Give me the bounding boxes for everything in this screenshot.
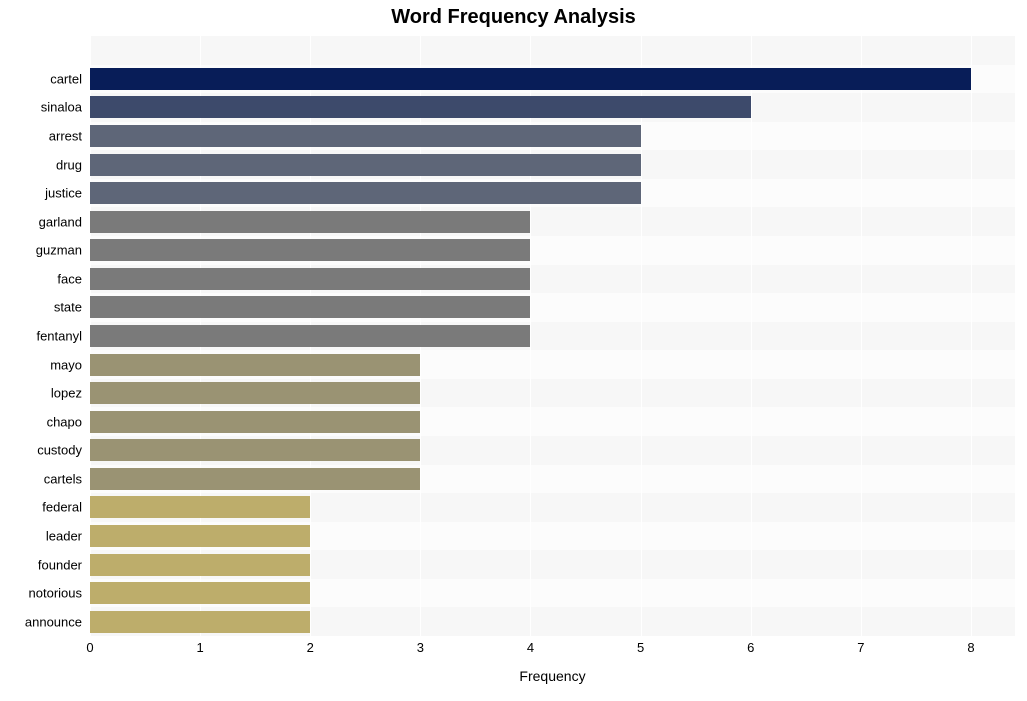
bar: [90, 239, 530, 261]
chart-container: Word Frequency Analysis cartel sinaloa arr…: [0, 0, 1027, 701]
x-axis-title: Frequency: [90, 668, 1015, 684]
bar: [90, 154, 641, 176]
bar: [90, 468, 420, 490]
grid-line: [861, 36, 862, 636]
row-band: [90, 36, 1015, 65]
y-tick-label: announce: [25, 614, 82, 629]
y-tick-label: cartels: [44, 471, 82, 486]
bar: [90, 525, 310, 547]
grid-line: [971, 36, 972, 636]
x-tick-label: 6: [747, 640, 754, 655]
bar: [90, 354, 420, 376]
y-tick-label: custody: [37, 443, 82, 458]
x-tick-label: 1: [196, 640, 203, 655]
y-tick-label: face: [57, 271, 82, 286]
bar: [90, 496, 310, 518]
bar: [90, 582, 310, 604]
y-tick-label: justice: [45, 186, 82, 201]
y-tick-label: mayo: [50, 357, 82, 372]
x-tick-label: 3: [417, 640, 424, 655]
bar: [90, 211, 530, 233]
x-tick-label: 5: [637, 640, 644, 655]
y-tick-label: fentanyl: [36, 329, 82, 344]
y-tick-label: cartel: [50, 71, 82, 86]
y-tick-label: notorious: [29, 586, 82, 601]
y-tick-label: guzman: [36, 243, 82, 258]
y-tick-label: lopez: [51, 386, 82, 401]
x-tick-label: 0: [86, 640, 93, 655]
x-tick-label: 8: [967, 640, 974, 655]
y-tick-label: founder: [38, 557, 82, 572]
bar: [90, 182, 641, 204]
x-axis-ticks: 012345678: [90, 636, 1015, 660]
y-tick-label: leader: [46, 529, 82, 544]
x-tick-label: 7: [857, 640, 864, 655]
bar: [90, 382, 420, 404]
y-tick-label: garland: [39, 214, 82, 229]
y-tick-label: drug: [56, 157, 82, 172]
bar: [90, 611, 310, 633]
grid-line: [641, 36, 642, 636]
bar: [90, 268, 530, 290]
bar: [90, 325, 530, 347]
bar: [90, 68, 971, 90]
bar: [90, 296, 530, 318]
y-axis-labels: cartel sinaloa arrest drug justice garland guz…: [0, 36, 88, 636]
y-tick-label: sinaloa: [41, 100, 82, 115]
y-tick-label: arrest: [49, 129, 82, 144]
plot-area: [90, 36, 1015, 636]
bar: [90, 439, 420, 461]
y-tick-label: federal: [42, 500, 82, 515]
chart-title: Word Frequency Analysis: [0, 6, 1027, 29]
y-tick-label: state: [54, 300, 82, 315]
bar: [90, 554, 310, 576]
y-tick-label: chapo: [47, 414, 82, 429]
bar: [90, 411, 420, 433]
x-tick-label: 2: [307, 640, 314, 655]
bar: [90, 125, 641, 147]
x-tick-label: 4: [527, 640, 534, 655]
grid-line: [751, 36, 752, 636]
bar: [90, 96, 751, 118]
